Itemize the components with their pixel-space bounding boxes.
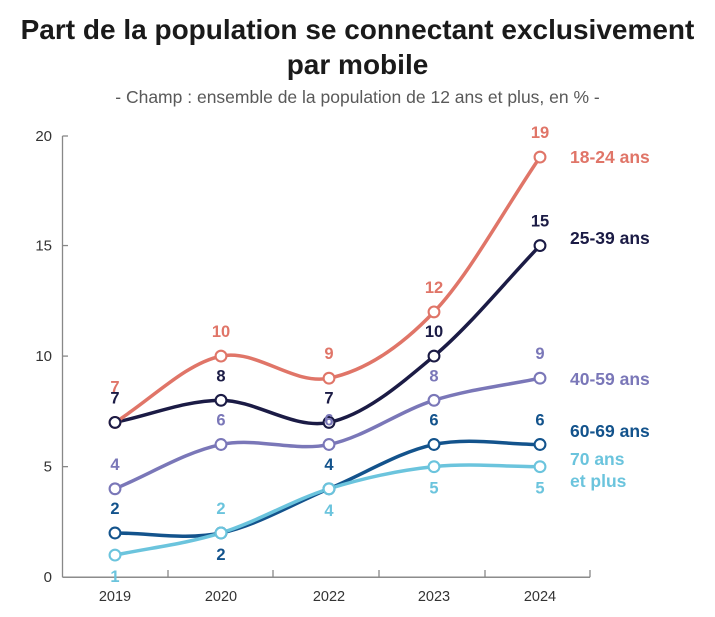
svg-text:6: 6 (535, 412, 544, 430)
svg-text:2: 2 (110, 500, 119, 518)
svg-text:60-69 ans: 60-69 ans (570, 421, 650, 441)
svg-text:2023: 2023 (418, 589, 450, 605)
svg-text:2024: 2024 (524, 589, 556, 605)
svg-text:0: 0 (44, 569, 52, 586)
svg-text:10: 10 (35, 348, 52, 365)
svg-text:et plus: et plus (570, 471, 627, 491)
svg-text:12: 12 (425, 279, 443, 297)
svg-text:1: 1 (110, 568, 119, 586)
svg-text:4: 4 (324, 456, 334, 474)
svg-text:2: 2 (216, 500, 225, 518)
svg-text:4: 4 (324, 502, 334, 520)
svg-text:5: 5 (535, 480, 544, 498)
svg-text:2022: 2022 (313, 589, 345, 605)
svg-text:15: 15 (531, 213, 549, 231)
svg-text:4: 4 (110, 456, 120, 474)
svg-text:40-59 ans: 40-59 ans (570, 369, 650, 389)
svg-text:19: 19 (531, 124, 549, 142)
svg-text:6: 6 (216, 412, 225, 430)
svg-text:5: 5 (429, 480, 438, 498)
svg-text:9: 9 (535, 345, 544, 363)
svg-text:2019: 2019 (99, 589, 131, 605)
svg-text:25-39 ans: 25-39 ans (570, 228, 650, 248)
svg-text:10: 10 (212, 323, 230, 341)
svg-text:5: 5 (44, 459, 52, 476)
svg-text:7: 7 (324, 389, 333, 407)
svg-text:18-24 ans: 18-24 ans (570, 147, 650, 167)
svg-text:2020: 2020 (205, 589, 237, 605)
svg-text:6: 6 (324, 412, 333, 430)
svg-text:8: 8 (429, 367, 438, 385)
svg-text:9: 9 (324, 345, 333, 363)
svg-text:70 ans: 70 ans (570, 449, 625, 469)
svg-text:2: 2 (216, 546, 225, 564)
svg-text:20: 20 (35, 128, 52, 145)
svg-text:8: 8 (216, 367, 225, 385)
svg-text:6: 6 (429, 412, 438, 430)
svg-text:10: 10 (425, 323, 443, 341)
svg-text:7: 7 (110, 389, 119, 407)
svg-text:15: 15 (35, 238, 52, 255)
